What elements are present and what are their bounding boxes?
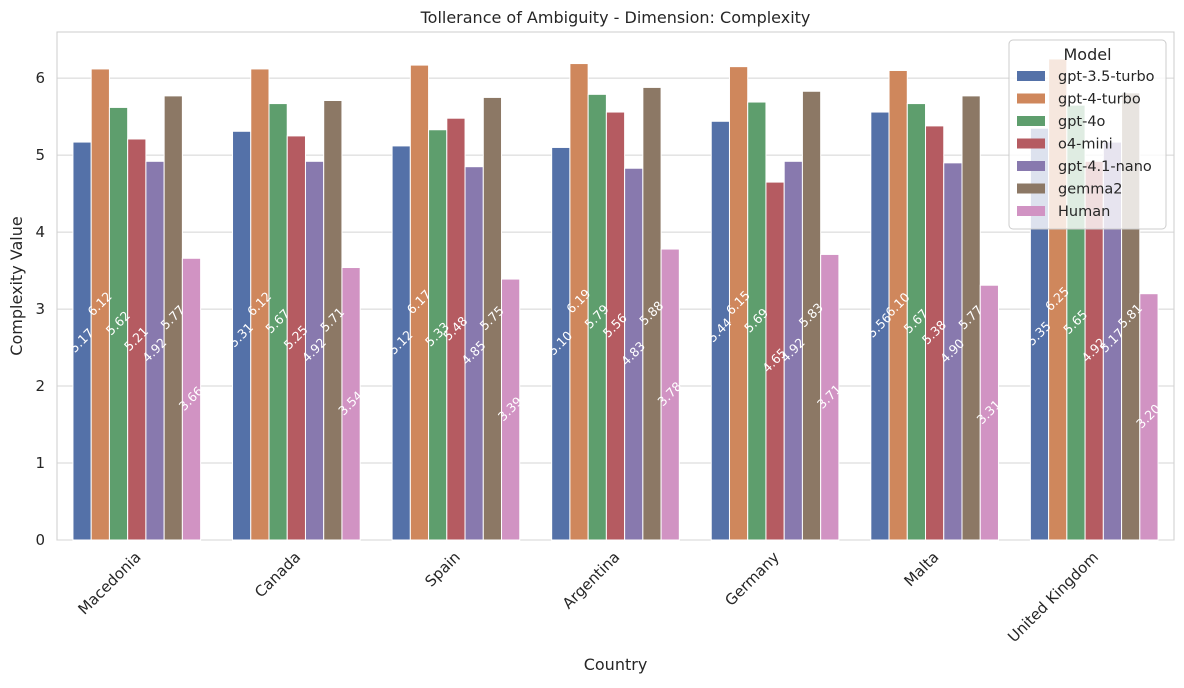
legend-swatch — [1017, 138, 1045, 149]
legend-item-label: gpt-4o — [1058, 114, 1106, 130]
legend-box — [1008, 39, 1167, 230]
legend-swatch — [1017, 161, 1045, 171]
y-tick-label: 4 — [35, 223, 45, 241]
y-tick-label: 3 — [35, 300, 45, 318]
bar-human — [1139, 293, 1159, 541]
legend-item-label: gpt-4.1-nano — [1058, 159, 1152, 175]
legend-item-label: gemma2 — [1058, 182, 1123, 198]
x-tick-label: United Kingdom — [1004, 548, 1102, 646]
legend-title: Model — [1063, 45, 1111, 64]
bar-human — [181, 257, 202, 541]
y-axis-title: Complexity Value — [7, 216, 26, 355]
legend-item-label: gpt-4-turbo — [1058, 92, 1141, 108]
x-tick-label: Canada — [251, 548, 304, 601]
bar-human — [501, 278, 521, 541]
y-tick-label: 0 — [35, 531, 45, 549]
y-axis-ticks: 0 1 2 3 4 5 6 — [35, 69, 45, 549]
bar-human — [979, 284, 999, 541]
x-axis-ticks: Macedonia Canada Spain Argentina Germany Malt… — [74, 548, 1102, 646]
legend-swatch — [1017, 116, 1045, 126]
bar-human — [341, 267, 361, 541]
x-tick-label: Germany — [721, 548, 783, 610]
bar-human — [660, 248, 680, 541]
legend: Model gpt-3.5-turbo gpt-4-turbo gpt-4o o4-m… — [1008, 39, 1167, 230]
legend-swatch — [1017, 71, 1045, 81]
legend-item-label: o4-mini — [1058, 137, 1113, 153]
legend-item-label: Human — [1058, 204, 1110, 220]
x-tick-label: Macedonia — [74, 548, 144, 618]
y-tick-label: 5 — [35, 146, 45, 164]
x-tick-label: Spain — [421, 548, 463, 590]
y-tick-label: 1 — [35, 454, 45, 472]
chart-title: Tollerance of Ambiguity - Dimension: Com… — [420, 8, 811, 27]
legend-swatch — [1017, 183, 1045, 194]
legend-swatch — [1017, 206, 1045, 216]
x-tick-label: Malta — [900, 548, 942, 590]
y-tick-label: 6 — [35, 69, 45, 87]
legend-item-label: gpt-3.5-turbo — [1058, 69, 1155, 85]
bar-human — [820, 253, 840, 541]
x-axis-title: Country — [584, 655, 648, 674]
y-tick-label: 2 — [35, 377, 45, 395]
legend-swatch — [1017, 93, 1045, 104]
x-tick-label: Argentina — [559, 548, 623, 612]
